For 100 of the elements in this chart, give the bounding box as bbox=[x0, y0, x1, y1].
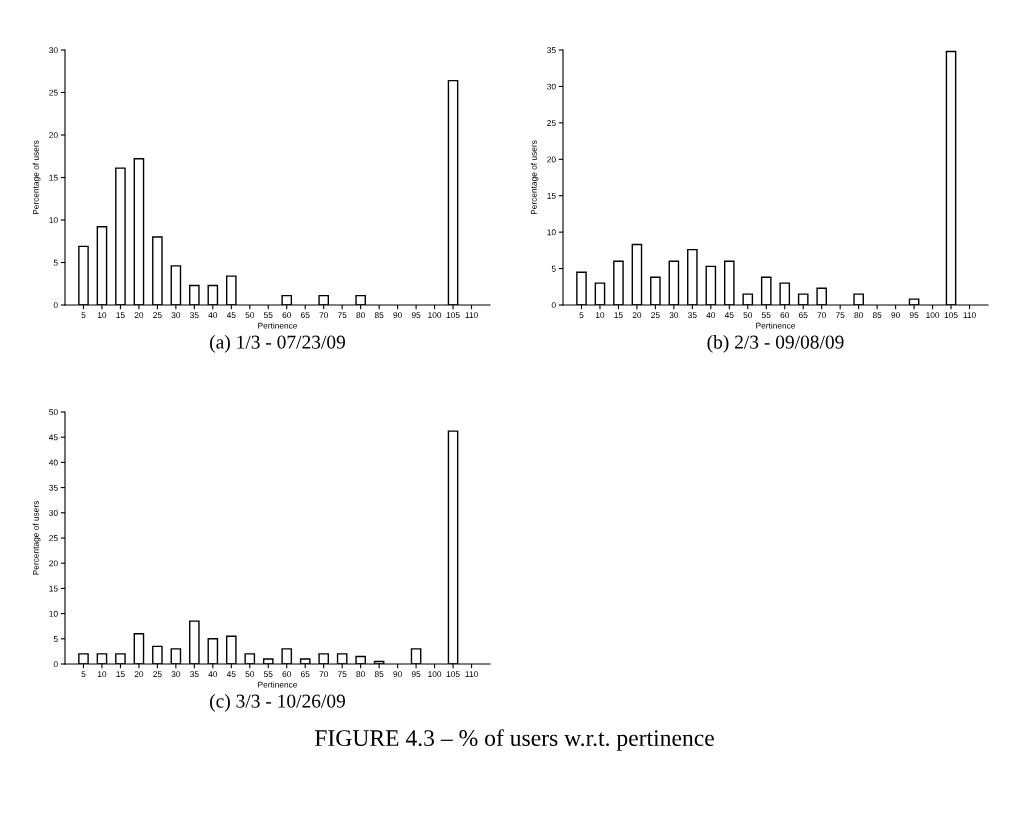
x-tick-label: 40 bbox=[706, 312, 716, 319]
y-tick-label: 5 bbox=[53, 636, 58, 642]
x-tick-label: 55 bbox=[761, 312, 771, 319]
x-tick-label: 85 bbox=[872, 312, 882, 319]
y-tick-label: 15 bbox=[49, 174, 58, 181]
y-tick-label: 20 bbox=[49, 560, 58, 567]
x-tick-label: 55 bbox=[263, 671, 273, 678]
x-tick-label: 65 bbox=[301, 671, 310, 678]
x-tick-label: 15 bbox=[116, 312, 125, 319]
y-tick-label: 25 bbox=[49, 89, 58, 96]
x-tick-label: 15 bbox=[614, 312, 623, 319]
y-tick-label: 50 bbox=[49, 409, 58, 416]
x-tick-label: 45 bbox=[724, 312, 734, 319]
x-tick-label: 45 bbox=[226, 671, 236, 678]
x-tick-label: 110 bbox=[963, 312, 976, 319]
x-tick-label: 5 bbox=[81, 312, 86, 319]
x-tick-label: 110 bbox=[465, 671, 478, 678]
y-tick-label: 10 bbox=[49, 217, 58, 224]
x-tick-label: 90 bbox=[393, 671, 402, 678]
x-tick-label: 80 bbox=[854, 312, 863, 319]
x-tick-label: 25 bbox=[153, 671, 162, 678]
y-tick-label: 15 bbox=[49, 585, 58, 592]
x-axis-title: Pertinence bbox=[258, 322, 298, 329]
x-tick-label: 20 bbox=[134, 671, 144, 678]
x-tick-label: 45 bbox=[226, 312, 236, 319]
y-tick-label: 20 bbox=[49, 132, 58, 139]
y-tick-label: 15 bbox=[547, 193, 556, 199]
x-tick-label: 110 bbox=[465, 312, 478, 319]
x-tick-label: 105 bbox=[446, 671, 460, 678]
x-tick-label: 50 bbox=[245, 312, 255, 319]
y-tick-label: 10 bbox=[547, 229, 556, 236]
x-tick-label: 25 bbox=[153, 312, 162, 319]
x-tick-label: 60 bbox=[282, 671, 292, 678]
x-tick-label: 75 bbox=[337, 671, 347, 678]
x-tick-label: 95 bbox=[411, 671, 421, 678]
x-tick-label: 70 bbox=[319, 312, 328, 319]
y-tick-label: 35 bbox=[547, 47, 556, 54]
y-tick-label: 5 bbox=[551, 265, 556, 272]
x-axis-title: Pertinence bbox=[756, 322, 796, 329]
y-tick-label: 40 bbox=[48, 459, 58, 466]
x-tick-label: 80 bbox=[356, 671, 365, 678]
x-tick-label: 40 bbox=[208, 671, 218, 678]
text: (b) 2/3 - 09/08/09 bbox=[707, 335, 844, 353]
x-tick-label: 65 bbox=[301, 312, 310, 319]
x-tick-label: 10 bbox=[595, 312, 605, 319]
y-axis-title: Percentage of users bbox=[32, 501, 41, 575]
x-tick-label: 10 bbox=[97, 312, 107, 319]
x-tick-label: 50 bbox=[743, 312, 753, 319]
y-tick-label: 25 bbox=[49, 535, 58, 542]
x-tick-label: 50 bbox=[245, 671, 255, 678]
x-tick-label: 100 bbox=[428, 671, 442, 678]
y-tick-label: 0 bbox=[53, 302, 58, 309]
x-tick-label: 65 bbox=[799, 312, 808, 319]
x-tick-label: 95 bbox=[909, 312, 919, 319]
x-tick-label: 95 bbox=[411, 312, 421, 319]
x-tick-label: 70 bbox=[817, 312, 826, 319]
x-tick-label: 30 bbox=[171, 671, 181, 678]
y-tick-label: 35 bbox=[49, 484, 58, 491]
x-tick-label: 5 bbox=[81, 671, 86, 678]
x-tick-label: 35 bbox=[190, 312, 199, 319]
x-tick-label: 100 bbox=[926, 312, 940, 319]
y-tick-label: 0 bbox=[53, 661, 58, 668]
y-tick-label: 25 bbox=[547, 120, 556, 126]
y-tick-label: 30 bbox=[49, 510, 58, 516]
y-tick-label: 0 bbox=[551, 302, 556, 309]
x-tick-label: 30 bbox=[669, 312, 679, 319]
x-tick-label: 80 bbox=[356, 312, 365, 319]
x-tick-label: 10 bbox=[97, 671, 107, 678]
y-tick-label: 45 bbox=[48, 434, 58, 441]
y-tick-label: 20 bbox=[547, 156, 556, 163]
x-tick-label: 60 bbox=[780, 312, 790, 319]
x-tick-label: 90 bbox=[891, 312, 900, 319]
x-tick-label: 105 bbox=[944, 312, 958, 319]
x-tick-label: 30 bbox=[171, 312, 181, 319]
x-tick-label: 35 bbox=[688, 312, 697, 319]
text: (a) 1/3 - 07/23/09 bbox=[210, 335, 346, 353]
y-tick-label: 30 bbox=[547, 83, 556, 90]
x-tick-label: 35 bbox=[190, 671, 199, 678]
x-tick-label: 15 bbox=[116, 671, 125, 678]
x-tick-label: 20 bbox=[632, 312, 642, 319]
x-tick-label: 5 bbox=[579, 312, 584, 319]
x-tick-label: 20 bbox=[134, 312, 144, 319]
y-tick-label: 5 bbox=[53, 259, 58, 266]
y-tick-label: 10 bbox=[49, 610, 58, 617]
y-tick-label: 30 bbox=[49, 47, 58, 54]
x-tick-label: 105 bbox=[446, 312, 460, 319]
x-tick-label: 100 bbox=[428, 312, 442, 319]
caption: FIGURE 4.3 – % of users w.r.t. pertinence bbox=[314, 729, 714, 751]
x-tick-label: 85 bbox=[374, 312, 384, 319]
x-tick-label: 25 bbox=[651, 312, 660, 319]
x-tick-label: 55 bbox=[263, 312, 273, 319]
y-axis-title: Percentage of users bbox=[32, 140, 41, 215]
x-axis-title: Pertinence bbox=[258, 681, 298, 688]
x-tick-label: 70 bbox=[319, 671, 328, 678]
text: (c) 3/3 - 10/26/09 bbox=[210, 694, 346, 712]
x-tick-label: 60 bbox=[282, 312, 292, 319]
x-tick-label: 75 bbox=[835, 312, 845, 319]
x-tick-label: 75 bbox=[337, 312, 347, 319]
x-tick-label: 40 bbox=[208, 312, 218, 319]
x-tick-label: 85 bbox=[374, 671, 384, 678]
